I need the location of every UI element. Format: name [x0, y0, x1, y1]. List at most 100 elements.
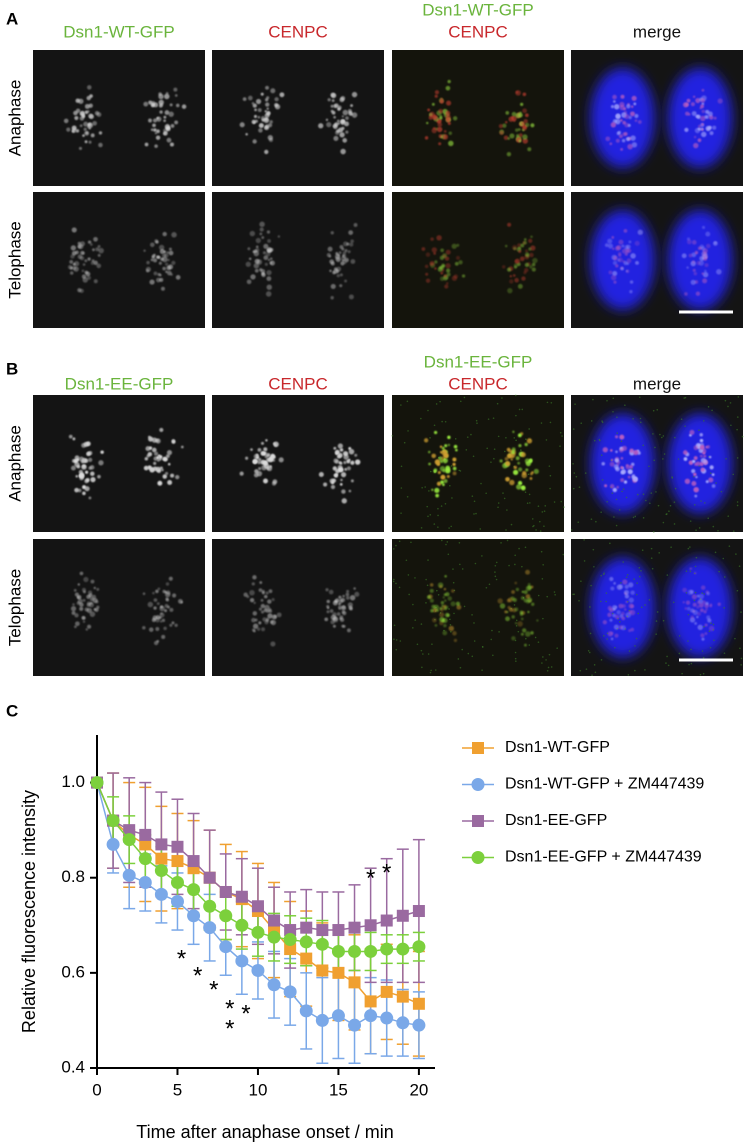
fluorescent-spot	[605, 136, 611, 142]
fluorescent-spot	[712, 125, 717, 130]
fluorescent-spot	[692, 459, 696, 464]
data-point	[90, 776, 104, 790]
fluorescent-spot	[433, 430, 438, 435]
background-signal	[549, 421, 552, 424]
fluorescent-spot	[95, 600, 99, 604]
background-signal	[654, 446, 656, 449]
fluorescent-spot	[520, 452, 526, 458]
fluorescent-spot	[445, 465, 451, 471]
background-signal	[712, 623, 715, 626]
background-signal	[546, 595, 549, 598]
background-signal	[662, 458, 664, 460]
fluorescent-spot	[693, 142, 699, 149]
fluorescent-spot	[325, 118, 329, 122]
fluorescent-spot	[75, 129, 80, 133]
background-signal	[589, 632, 592, 635]
fluorescent-spot	[505, 476, 510, 482]
fluorescent-spot	[175, 275, 181, 280]
micrograph	[570, 395, 744, 533]
fluorescent-spot	[430, 237, 434, 241]
fluorescent-spot	[250, 274, 256, 280]
background-signal	[619, 620, 621, 623]
background-signal	[412, 603, 414, 606]
background-signal	[429, 513, 432, 516]
background-signal	[449, 623, 452, 626]
fluorescent-spot	[254, 618, 258, 622]
fluorescent-spot	[609, 461, 615, 467]
background-signal	[407, 430, 409, 432]
fluorescent-spot	[609, 484, 615, 489]
background-signal	[437, 514, 439, 517]
fluorescent-spot	[262, 251, 267, 255]
background-signal	[403, 441, 406, 444]
fluorescent-spot	[517, 433, 522, 438]
fluorescent-spot	[520, 102, 524, 107]
background-signal	[412, 627, 414, 629]
background-signal	[723, 652, 726, 654]
fluorescent-spot	[702, 278, 708, 284]
fluorescent-spot	[621, 248, 627, 254]
fluorescent-spot	[333, 115, 336, 119]
fluorescent-spot	[339, 448, 344, 452]
fluorescent-spot	[157, 480, 163, 486]
fluorescent-spot	[520, 632, 524, 636]
fluorescent-spot	[436, 609, 440, 612]
background-signal	[473, 500, 476, 503]
fluorescent-spot	[343, 241, 348, 247]
background-signal	[672, 601, 675, 604]
fluorescent-spot	[520, 121, 525, 126]
background-signal	[578, 599, 580, 602]
fluorescent-spot	[619, 101, 625, 108]
background-signal	[400, 512, 402, 514]
fluorescent-spot	[152, 591, 155, 595]
fluorescent-spot	[69, 271, 74, 275]
fluorescent-spot	[270, 641, 276, 647]
background-signal	[694, 591, 697, 594]
background-signal	[685, 570, 688, 572]
fluorescent-spot	[156, 458, 160, 462]
data-point	[472, 742, 484, 754]
background-signal	[681, 672, 683, 675]
fluorescent-spot	[695, 475, 698, 479]
data-point	[154, 864, 168, 878]
dna-stain	[668, 557, 732, 658]
fluorescent-spot	[157, 587, 161, 591]
fluorescent-spot	[84, 130, 90, 136]
fluorescent-spot	[530, 235, 533, 239]
row-label: Telophase	[5, 569, 24, 647]
fluorescent-spot	[318, 472, 324, 478]
data-point	[155, 838, 168, 851]
fluorescent-spot	[442, 134, 448, 140]
fluorescent-spot	[158, 92, 162, 96]
background-signal	[578, 486, 581, 488]
background-signal	[521, 408, 524, 411]
fluorescent-spot	[708, 455, 712, 459]
background-signal	[727, 515, 730, 517]
micrograph-background	[33, 539, 205, 676]
background-signal	[414, 619, 417, 621]
fluorescent-spot	[152, 123, 156, 128]
fluorescent-spot	[686, 606, 691, 611]
background-signal	[550, 666, 553, 668]
fluorescent-spot	[257, 108, 262, 113]
fluorescent-spot	[699, 244, 704, 249]
background-signal	[459, 563, 461, 566]
background-signal	[553, 591, 556, 593]
fluorescent-spot	[693, 135, 697, 139]
fluorescent-spot	[456, 255, 460, 260]
fluorescent-spot	[351, 91, 358, 98]
fluorescent-spot	[512, 274, 516, 277]
fluorescent-spot	[692, 268, 696, 272]
background-signal	[428, 490, 430, 492]
fluorescent-spot	[348, 458, 351, 462]
background-signal	[406, 400, 409, 403]
background-signal	[429, 437, 431, 439]
fluorescent-spot	[350, 239, 354, 243]
row-label: Anaphase	[5, 425, 24, 502]
fluorescent-spot	[79, 571, 84, 576]
fluorescent-spot	[507, 605, 511, 610]
panel-label: C	[6, 701, 18, 720]
fluorescent-spot	[144, 142, 149, 147]
fluorescent-spot	[349, 242, 354, 247]
background-signal	[518, 547, 520, 550]
